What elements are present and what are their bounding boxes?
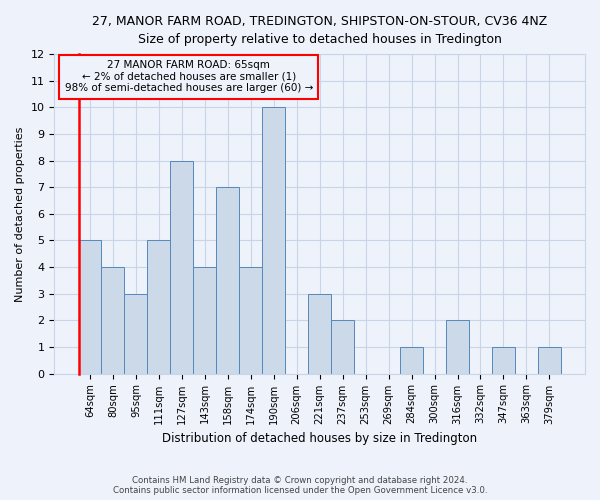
Bar <box>124 294 148 374</box>
Text: 27 MANOR FARM ROAD: 65sqm
← 2% of detached houses are smaller (1)
98% of semi-de: 27 MANOR FARM ROAD: 65sqm ← 2% of detach… <box>65 60 313 94</box>
Bar <box>193 267 217 374</box>
Bar <box>446 320 469 374</box>
X-axis label: Distribution of detached houses by size in Tredington: Distribution of detached houses by size … <box>162 432 477 445</box>
Y-axis label: Number of detached properties: Number of detached properties <box>15 126 25 302</box>
Bar <box>538 347 561 374</box>
Bar <box>217 187 239 374</box>
Bar <box>331 320 354 374</box>
Bar <box>492 347 515 374</box>
Bar <box>239 267 262 374</box>
Bar <box>400 347 423 374</box>
Title: 27, MANOR FARM ROAD, TREDINGTON, SHIPSTON-ON-STOUR, CV36 4NZ
Size of property re: 27, MANOR FARM ROAD, TREDINGTON, SHIPSTO… <box>92 15 547 46</box>
Bar <box>262 108 285 374</box>
Bar <box>148 240 170 374</box>
Bar <box>101 267 124 374</box>
Bar <box>170 160 193 374</box>
Bar <box>79 240 101 374</box>
Bar <box>308 294 331 374</box>
Text: Contains HM Land Registry data © Crown copyright and database right 2024.
Contai: Contains HM Land Registry data © Crown c… <box>113 476 487 495</box>
